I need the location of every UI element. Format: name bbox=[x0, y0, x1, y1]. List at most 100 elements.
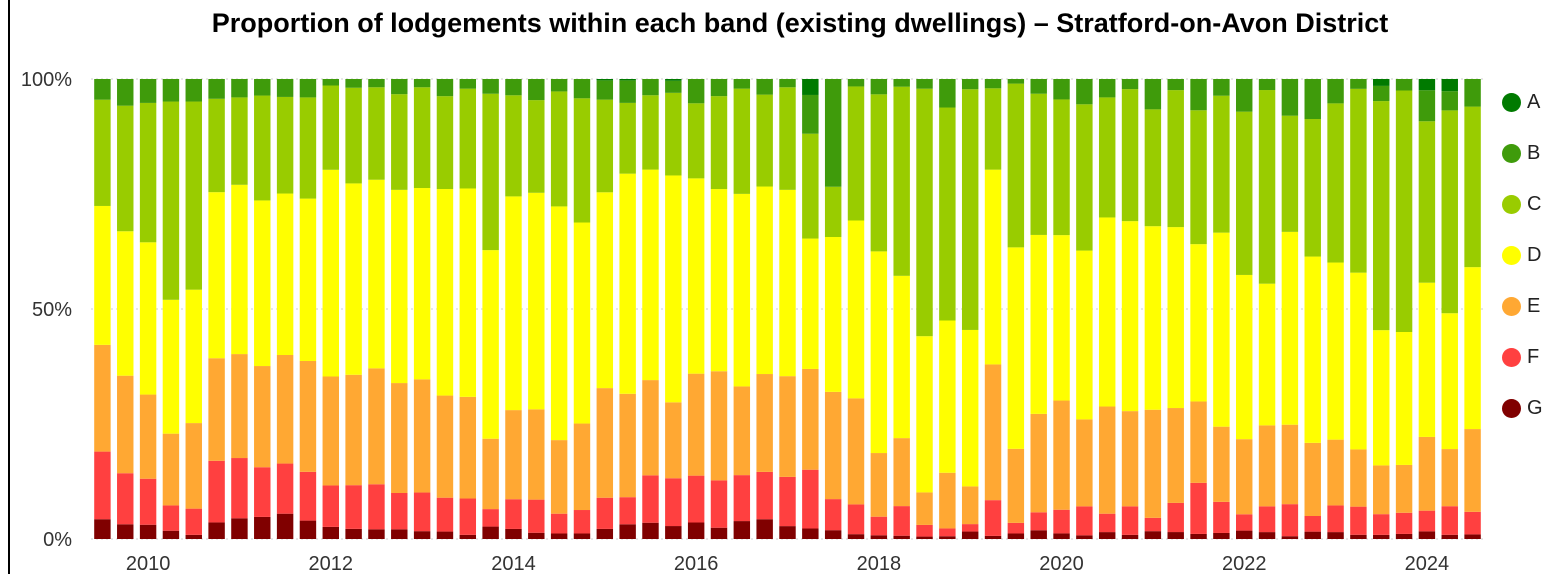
bar-segment-d bbox=[482, 250, 499, 439]
bar-segment-g bbox=[528, 532, 545, 539]
bar-segment-c bbox=[139, 102, 157, 243]
bar-segment-g bbox=[1144, 531, 1162, 539]
bar-segment-d bbox=[1464, 267, 1481, 430]
bar-segment-f bbox=[391, 493, 408, 530]
bar-segment-d bbox=[208, 192, 225, 359]
bar-segment-g bbox=[642, 522, 659, 539]
bar-segment-d bbox=[893, 275, 910, 439]
bar-segment-g bbox=[322, 526, 339, 539]
bar-segment-d bbox=[642, 169, 659, 381]
bar-segment-c bbox=[984, 88, 1002, 170]
bar-segment-e bbox=[1441, 449, 1458, 507]
bar-segment-g bbox=[459, 534, 477, 539]
bar-segment-b bbox=[276, 79, 294, 97]
bar-segment-c bbox=[322, 85, 339, 170]
bar-segment-c bbox=[1167, 90, 1184, 228]
bar-segment-d bbox=[528, 192, 545, 410]
bar-segment-d bbox=[1007, 247, 1025, 449]
bar-segment-f bbox=[162, 505, 180, 531]
bar-segment-c bbox=[1030, 93, 1047, 235]
bar-segment-e bbox=[687, 373, 705, 476]
bar-segment-c bbox=[436, 96, 454, 190]
bar-segment-c bbox=[1281, 115, 1299, 232]
bar-segment-g bbox=[185, 534, 202, 539]
bar-segment-e bbox=[117, 375, 134, 474]
bar-segment-b bbox=[893, 79, 910, 87]
bar-segment-f bbox=[482, 509, 499, 527]
x-tick-label: 2014 bbox=[491, 553, 536, 574]
bar-segment-g bbox=[961, 531, 979, 539]
bar-segment-f bbox=[505, 499, 522, 529]
bar-segment-g bbox=[254, 516, 271, 539]
bar-segment-b bbox=[368, 79, 385, 88]
bar-segment-f bbox=[1144, 517, 1162, 532]
legend-swatch-f bbox=[1502, 348, 1521, 367]
bar-segment-b bbox=[802, 94, 819, 134]
bar-segment-f bbox=[824, 499, 842, 531]
bar-segment-g bbox=[1304, 531, 1321, 539]
bar-segment-c bbox=[276, 96, 294, 194]
bar-segment-e bbox=[505, 410, 522, 500]
bar-segment-d bbox=[802, 238, 819, 369]
bar-segment-e bbox=[1167, 408, 1184, 503]
bar-segment-d bbox=[162, 299, 180, 434]
bar-segment-g bbox=[1167, 532, 1184, 539]
bar-segment-c bbox=[1190, 110, 1207, 245]
bar-segment-d bbox=[322, 169, 339, 377]
bar-segment-e bbox=[482, 438, 499, 510]
bar-segment-c bbox=[505, 95, 522, 197]
bar-segment-d bbox=[276, 193, 294, 355]
bar-segment-d bbox=[984, 169, 1002, 365]
bar-segment-d bbox=[1258, 283, 1276, 426]
bar-segment-c bbox=[596, 99, 614, 193]
bar-segment-f bbox=[299, 471, 317, 521]
bar-segment-d bbox=[1350, 272, 1367, 450]
bar-segment-b bbox=[733, 79, 751, 89]
bar-segment-c bbox=[391, 94, 408, 190]
bar-segment-f bbox=[916, 524, 933, 537]
bar-segment-e bbox=[139, 394, 157, 479]
bar-segment-e bbox=[94, 344, 111, 452]
bar-segment-e bbox=[642, 380, 659, 476]
bar-segment-d bbox=[550, 206, 568, 441]
bar-segment-d bbox=[1030, 234, 1047, 414]
bar-segment-d bbox=[756, 186, 773, 375]
bar-segment-b bbox=[961, 79, 979, 90]
bar-segment-a bbox=[619, 79, 636, 81]
bar-segment-d bbox=[1053, 235, 1070, 401]
bar-segment-g bbox=[573, 533, 591, 539]
bar-segment-d bbox=[391, 189, 408, 384]
bar-segment-d bbox=[710, 189, 728, 372]
bar-segment-b bbox=[436, 79, 454, 97]
bar-segment-b bbox=[1121, 79, 1139, 90]
bar-segment-b bbox=[1350, 79, 1367, 89]
bar-segment-g bbox=[596, 528, 614, 539]
bar-segment-f bbox=[573, 510, 591, 534]
bar-segment-e bbox=[756, 374, 773, 472]
bar-segment-c bbox=[254, 95, 271, 201]
bar-segment-b bbox=[1281, 79, 1299, 116]
bar-segment-b bbox=[710, 79, 728, 97]
bar-segment-f bbox=[642, 475, 659, 523]
bar-segment-d bbox=[665, 175, 682, 403]
legend-swatch-g bbox=[1502, 399, 1521, 418]
bar-segment-b bbox=[117, 79, 134, 106]
bar-segment-b bbox=[550, 79, 568, 92]
legend-label-e: E bbox=[1527, 295, 1541, 317]
bar-segment-f bbox=[94, 451, 111, 520]
bar-segment-d bbox=[824, 236, 842, 392]
legend: A B C D E F G bbox=[1502, 77, 1562, 434]
bar-segment-e bbox=[368, 368, 385, 485]
bar-segment-d bbox=[1418, 282, 1436, 437]
bar-segment-b bbox=[779, 79, 796, 88]
bar-segment-e bbox=[1190, 401, 1207, 483]
bar-segment-e bbox=[1121, 411, 1139, 507]
bar-segment-e bbox=[596, 388, 614, 498]
bar-segment-b bbox=[1395, 79, 1413, 91]
bar-segment-f bbox=[665, 478, 682, 527]
bar-segment-f bbox=[1395, 512, 1413, 534]
bar-segment-d bbox=[345, 183, 362, 375]
bar-segment-c bbox=[893, 86, 910, 276]
bar-segment-f bbox=[687, 475, 705, 523]
y-axis-ticks: 100% 50% 0% bbox=[21, 69, 72, 551]
